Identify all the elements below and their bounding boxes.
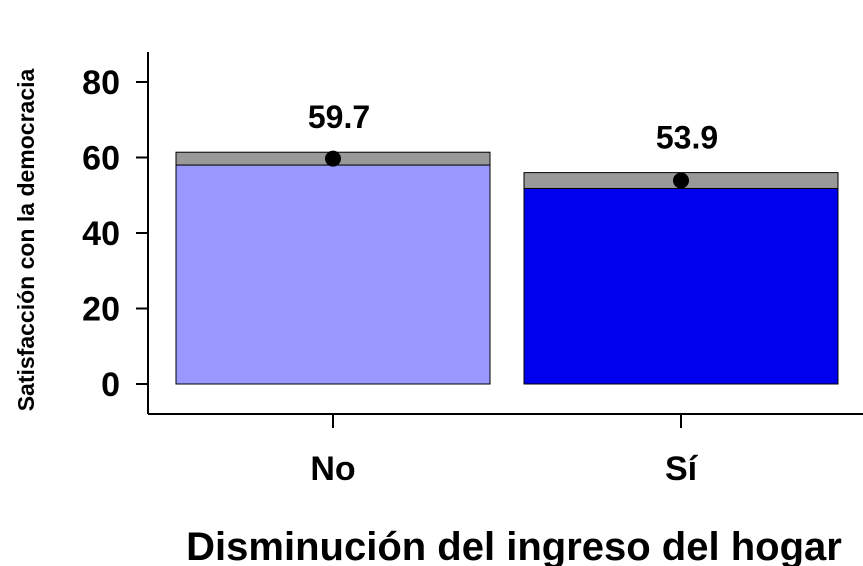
y-ticks: 0 20 40 60 80 [82, 64, 148, 404]
data-label: 59.7 [308, 99, 370, 135]
y-tick-label: 60 [82, 140, 120, 178]
x-axis-title: Disminución del ingreso del hogar [186, 525, 842, 566]
bar-no [175, 164, 491, 385]
y-tick-label: 80 [82, 64, 120, 102]
x-ticks: No Sí [310, 414, 699, 488]
plot-area: 59.7 53.9 [175, 99, 839, 385]
y-axis-title: Satisfacción con la democracia [13, 69, 39, 412]
y-tick-label: 40 [82, 215, 120, 253]
y-tick-label: 20 [82, 291, 120, 329]
data-label: 53.9 [656, 120, 718, 156]
bar-s [523, 187, 839, 385]
x-tick-label: Sí [665, 450, 699, 488]
mean-point [325, 150, 341, 167]
mean-point [673, 172, 689, 189]
y-tick-label: 0 [101, 366, 120, 404]
x-tick-label: No [310, 450, 355, 488]
